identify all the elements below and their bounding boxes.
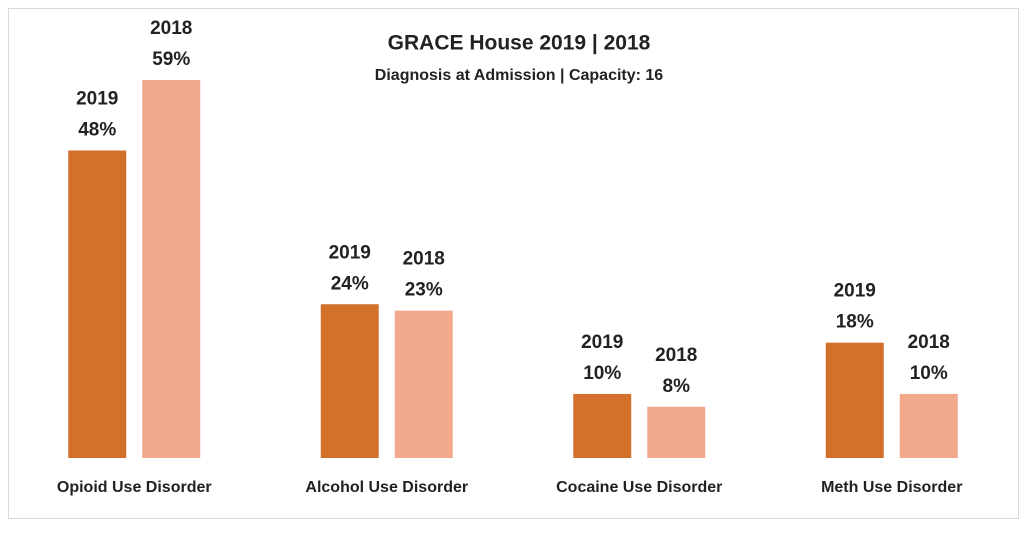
x-tick-label: Cocaine Use Disorder [556, 479, 722, 496]
x-tick-label: Alcohol Use Disorder [305, 479, 468, 496]
data-label: 10% [910, 363, 948, 384]
data-label: 59% [152, 49, 190, 70]
bar [825, 342, 884, 458]
x-tick-label: Opioid Use Disorder [57, 479, 212, 496]
bar [142, 80, 201, 458]
bar [394, 310, 453, 458]
data-label-series: 2018 [403, 249, 445, 270]
bar [899, 393, 958, 458]
bar [68, 150, 127, 458]
data-label-series: 2018 [655, 345, 697, 366]
data-label-series: 2019 [834, 281, 876, 302]
data-label-series: 2018 [908, 332, 950, 353]
data-label: 23% [405, 280, 443, 301]
data-label-series: 2019 [76, 88, 118, 109]
bar [320, 304, 379, 458]
data-label-series: 2019 [329, 242, 371, 263]
chart-subtitle: Diagnosis at Admission | Capacity: 16 [375, 67, 664, 84]
data-label-series: 2019 [581, 332, 623, 353]
x-tick-label: Meth Use Disorder [821, 479, 962, 496]
data-label: 24% [331, 273, 369, 294]
data-label-series: 2018 [150, 18, 192, 39]
data-label: 48% [78, 119, 116, 140]
data-label: 10% [583, 363, 621, 384]
bar [647, 406, 706, 458]
chart-title: GRACE House 2019 | 2018 [388, 32, 651, 55]
bar [573, 393, 632, 458]
data-label: 18% [836, 312, 874, 333]
data-label: 8% [663, 376, 691, 397]
